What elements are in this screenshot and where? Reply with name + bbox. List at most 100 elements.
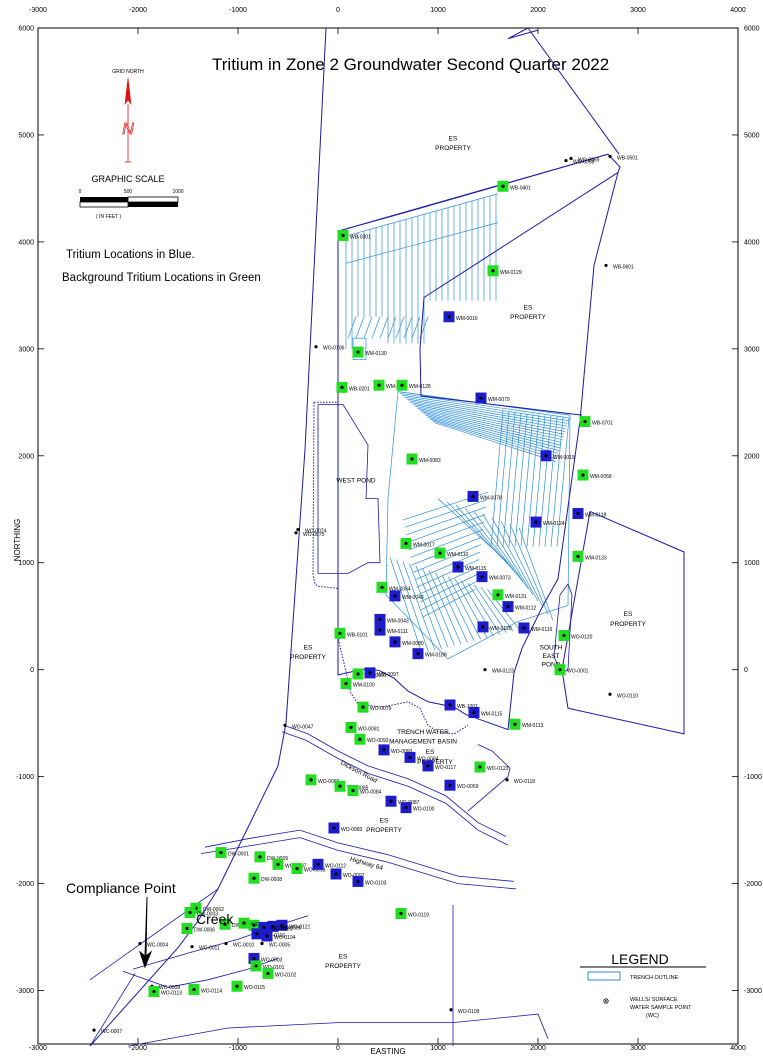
well-dot	[393, 594, 397, 598]
west-pond-interior	[317, 404, 381, 574]
well-label: WO-0083	[341, 827, 363, 833]
well-dot	[569, 156, 573, 161]
well-dot	[438, 551, 442, 555]
well-label: WB-0701	[592, 421, 613, 427]
well-label: DW-0002	[203, 907, 224, 913]
y-tick-left-0: 0	[30, 667, 34, 674]
well-label: WO-0117	[435, 765, 456, 771]
zone-label: PROPERTY	[366, 827, 402, 834]
well-label: WO-0116	[264, 933, 285, 939]
well-dot	[426, 764, 430, 768]
trench-line	[400, 393, 570, 419]
trench-line	[482, 514, 534, 596]
x-tick-top-3000: 3000	[630, 7, 646, 14]
well-dot	[581, 473, 585, 477]
well-label: WB-1001	[457, 704, 478, 710]
well-dot	[382, 748, 386, 752]
north-boundary	[337, 153, 609, 232]
x-tick-bottom-2000: 2000	[530, 1045, 546, 1052]
well-label: WO-0003	[261, 957, 283, 963]
trench-line	[404, 499, 488, 528]
grid-north-label: GRID NORTH	[112, 69, 144, 75]
zone-label: EAST	[543, 653, 560, 660]
scale-bar-black-1	[80, 197, 128, 202]
well-dot	[223, 922, 227, 926]
well-label: WO-0112	[325, 863, 346, 869]
trench-line	[467, 582, 501, 635]
well-label: WO-0047	[292, 724, 314, 730]
creek-line-4	[89, 973, 136, 1047]
y-tick-left--3000: -3000	[16, 988, 34, 995]
x-tick-bottom-0: 0	[336, 1045, 340, 1052]
north-arrow-shaft-icon	[125, 104, 131, 163]
y-tick-left-3000: 3000	[18, 346, 34, 353]
zone-label: ES	[524, 304, 533, 311]
well-dot	[252, 923, 256, 927]
trench-line	[446, 501, 514, 570]
y-tick-left--1000: -1000	[16, 774, 34, 781]
trench-line	[363, 316, 373, 339]
well-label: WO-0084	[360, 790, 382, 796]
well-dot	[276, 862, 280, 866]
well-label: WM-0115	[465, 566, 487, 572]
well-dot	[271, 924, 275, 928]
zone-label: PROPERTY	[610, 621, 646, 628]
trench-line	[411, 316, 421, 339]
well-dot	[522, 626, 526, 630]
well-label: WM-0064	[389, 586, 411, 592]
trench-line	[419, 409, 562, 443]
trench-line	[371, 316, 381, 339]
well-dot	[356, 672, 360, 676]
trench-line	[428, 570, 462, 645]
x-tick-top-2000: 2000	[530, 7, 546, 14]
creek-label: Creek	[196, 911, 234, 927]
west-property-line	[89, 27, 327, 1047]
well-dot	[332, 826, 336, 830]
map-title: Tritium in Zone 2 Groundwater Second Qua…	[212, 55, 609, 74]
y-tick-right-0: 0	[744, 667, 748, 674]
well-label: WM-0128	[409, 384, 431, 390]
well-dot	[255, 932, 259, 936]
legend-well-icon	[603, 998, 609, 1004]
trench-line	[408, 400, 566, 430]
well-label: WM-0130	[365, 351, 387, 357]
trench-line	[514, 413, 528, 547]
trench-line	[389, 557, 423, 654]
well-dot	[219, 850, 223, 855]
north-arrow-icon	[124, 77, 132, 106]
trench-line	[464, 507, 524, 583]
trench-line	[379, 316, 389, 339]
trench-line	[405, 506, 487, 536]
well-label: WO-0090	[280, 925, 302, 931]
trench-line	[490, 410, 504, 547]
trench-line	[416, 559, 480, 588]
well-dot	[283, 723, 287, 727]
trench-line	[441, 574, 475, 641]
well-dot	[501, 184, 505, 188]
east-block-boundary	[561, 510, 685, 735]
well-label: WO-0094	[417, 756, 439, 762]
well-dot	[399, 911, 403, 916]
trench-line	[412, 404, 565, 435]
well-label: WM-0101	[365, 673, 387, 679]
x-tick-top--1000: -1000	[229, 7, 247, 14]
northeast-line	[527, 27, 620, 155]
well-label: WM-0043	[387, 618, 409, 624]
tick-marks	[37, 27, 739, 1044]
well-dot	[235, 984, 239, 988]
well-label: WM-0131	[505, 594, 527, 600]
zone-label: PROPERTY	[290, 654, 326, 661]
graphic-scale-title: GRAPHIC SCALE	[91, 174, 164, 184]
trench-line	[544, 416, 558, 547]
well-label: DW-0001	[228, 852, 249, 858]
well-label: WO-0091	[271, 926, 293, 932]
well-dot	[260, 941, 264, 946]
y-tick-right-6000: 6000	[744, 26, 760, 33]
y-tick-right--3000: -3000	[744, 988, 762, 995]
trench-line	[345, 222, 499, 264]
well-label: WM-0017	[413, 542, 435, 548]
north-stub	[507, 27, 539, 40]
well-dot	[358, 737, 362, 741]
